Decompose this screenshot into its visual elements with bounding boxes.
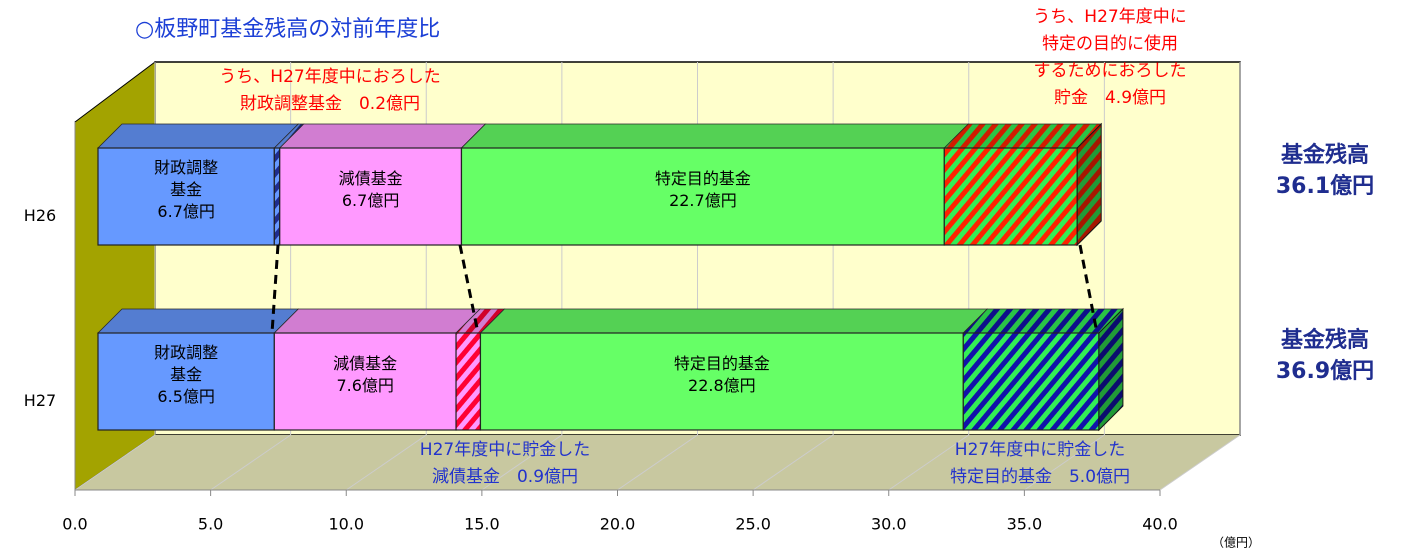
segment-label: 財政調整 [154, 343, 218, 362]
total-label: 36.1億円 [1276, 173, 1374, 199]
grid-line [74, 434, 156, 491]
bar-top [943, 123, 1103, 149]
bar-top [273, 308, 482, 334]
annotation: するためにおろした [1034, 61, 1187, 81]
y-tick-label: H27 [24, 391, 56, 410]
annotation: うち、H27年度中に [1033, 7, 1186, 27]
annotation: H27年度中に貯金した [420, 440, 590, 460]
bar-segment [273, 147, 281, 246]
bar-top [479, 308, 989, 334]
grid-line [345, 434, 427, 491]
grid-line [617, 434, 698, 491]
x-tick-label: 35.0 [1007, 515, 1043, 534]
annotation: うち、H27年度中におろした [219, 67, 440, 87]
x-tick-label: 10.0 [328, 515, 364, 534]
segment-label: 特定目的基金 [674, 354, 770, 373]
annotation: 財政調整基金 0.2億円 [240, 94, 420, 114]
bar-side [1076, 122, 1102, 247]
bar-segment [460, 147, 945, 246]
grid-line [1024, 434, 1105, 491]
grid-line [210, 434, 291, 491]
segment-label: 6.7億円 [342, 191, 399, 210]
grid-line [752, 434, 834, 491]
y-tick-label: H26 [24, 206, 56, 225]
segment-label: 減債基金 [333, 354, 397, 373]
segment-label: 基金 [170, 180, 202, 199]
segment-label: 22.8億円 [688, 376, 756, 395]
x-tick-label: 15.0 [464, 515, 500, 534]
grid-line [888, 434, 970, 491]
x-tick-label: 40.0 [1142, 515, 1178, 534]
x-tick-label: 30.0 [871, 515, 907, 534]
annotation: 貯金 4.9億円 [1054, 88, 1166, 108]
bar-segment [97, 147, 275, 246]
segment-label: 22.7億円 [669, 191, 737, 210]
annotation: 減債基金 0.9億円 [432, 467, 578, 487]
total-label: 基金残高 [1281, 142, 1369, 168]
grid-line [481, 434, 563, 491]
bars: H26財政調整基金6.7億円減債基金6.7億円特定目的基金22.7億円H27財政… [24, 122, 1124, 432]
segment-label: 財政調整 [154, 158, 218, 177]
segment-label: 6.5億円 [157, 387, 214, 406]
bar-segment [479, 332, 964, 431]
bar-segment [455, 332, 482, 431]
total-label: 基金残高 [1281, 327, 1369, 353]
segment-label: 減債基金 [339, 169, 403, 188]
grid-line [1159, 434, 1241, 491]
segment-label: 6.7億円 [157, 202, 214, 221]
bar-segment [943, 147, 1078, 246]
bar-top [97, 123, 300, 149]
segment-label: 7.6億円 [336, 376, 393, 395]
bar-segment [97, 332, 275, 431]
bar-top [97, 308, 300, 334]
total-label: 36.9億円 [1276, 358, 1374, 384]
annotation: 特定の目的に使用 [1042, 33, 1178, 54]
bar-segment [279, 147, 463, 246]
annotation: H27年度中に貯金した [955, 440, 1125, 460]
bar-side [1098, 307, 1124, 432]
x-tick-label: 25.0 [735, 515, 771, 534]
bar-segment [962, 332, 1100, 431]
bar-top [962, 308, 1124, 334]
x-tick-label: 5.0 [198, 515, 223, 534]
segment-label: 基金 [170, 365, 202, 384]
x-tick-label: 20.0 [600, 515, 636, 534]
annotation: 特定目的基金 5.0億円 [950, 467, 1130, 487]
x-tick-label: 0.0 [62, 515, 87, 534]
x-unit: （億円） [1212, 536, 1260, 550]
segment-label: 特定目的基金 [655, 169, 751, 188]
bar-top [460, 123, 970, 149]
chart-title: ○板野町基金残高の対前年度比 [135, 17, 440, 42]
bar-top [278, 123, 487, 149]
